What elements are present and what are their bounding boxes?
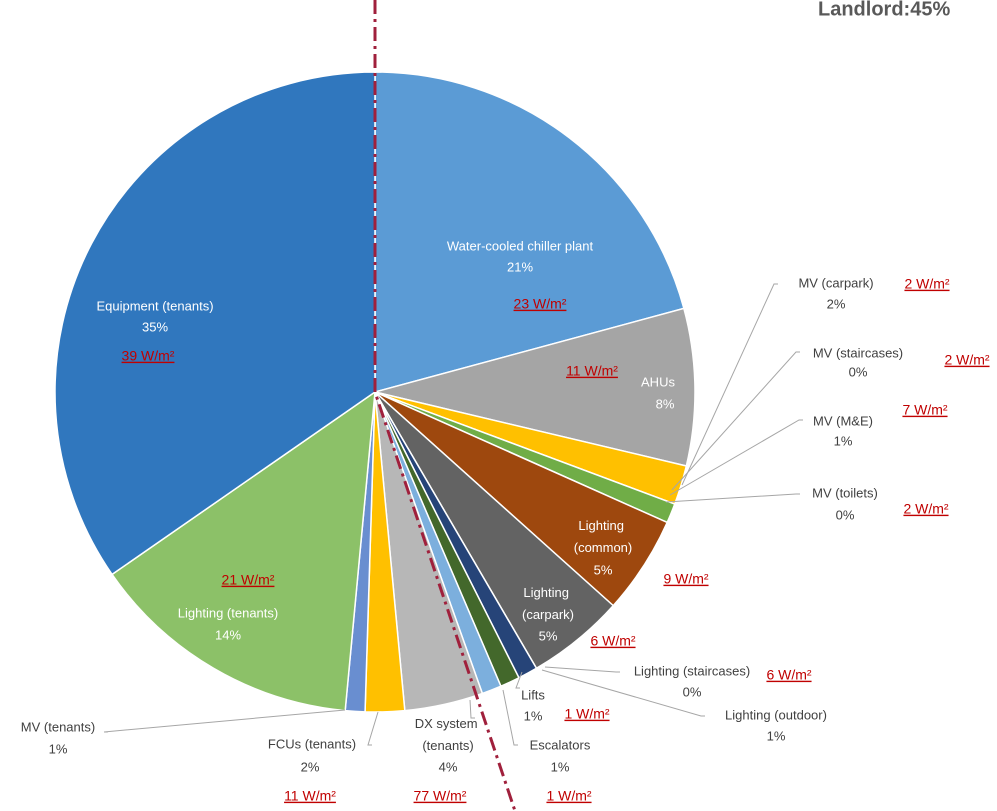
percent-label: 0%	[683, 684, 702, 699]
slice-label: Lighting (common)	[574, 518, 633, 555]
intensity-label: 11 W/m²	[566, 363, 618, 379]
slice-label: Equipment (tenants)	[96, 298, 213, 313]
pie	[54, 71, 696, 713]
percent-label: 1%	[834, 433, 853, 448]
slice-label: Lifts	[521, 687, 545, 702]
split-line	[373, 0, 517, 811]
percent-label: 14%	[215, 627, 241, 642]
labels: Water-cooled chiller plant 21% 23 W/m² AHUs…	[21, 238, 990, 803]
intensity-label: 6 W/m²	[590, 633, 635, 649]
label-line: (common)	[574, 540, 633, 555]
percent-label: 35%	[142, 319, 168, 334]
label-line: (carpark)	[522, 607, 574, 622]
slice-label: Lighting (staircases)	[634, 663, 750, 678]
percent-label: 4%	[439, 759, 458, 774]
label-line: Lighting	[523, 585, 572, 600]
slice-label: Water-cooled chiller plant	[447, 238, 594, 253]
leader-line	[671, 351, 800, 491]
pie-slice	[374, 71, 685, 393]
leader-line	[665, 493, 800, 503]
slice-label: Lighting (carpark)	[522, 585, 574, 622]
leader-line	[469, 699, 475, 719]
slice-label: Lighting (outdoor)	[725, 707, 827, 722]
percent-label: 1%	[49, 741, 68, 756]
slice-label: FCUs (tenants)	[268, 736, 356, 751]
intensity-label: 6 W/m²	[766, 667, 811, 683]
percent-label: 5%	[594, 562, 613, 577]
percent-label: 5%	[539, 628, 558, 643]
intensity-label: 2 W/m²	[903, 501, 948, 517]
percent-label: 1%	[767, 728, 786, 743]
slice-label: MV (carpark)	[798, 275, 873, 290]
percent-label: 0%	[849, 364, 868, 379]
leader-line	[544, 666, 620, 673]
pie-slice	[54, 71, 376, 576]
slice-label: MV (staircases)	[813, 345, 903, 360]
percent-label: 1%	[551, 759, 570, 774]
leader-line	[541, 669, 705, 717]
slice-label: DX system (tenants)	[415, 716, 481, 753]
intensity-label: 2 W/m²	[944, 352, 989, 368]
chart-title: Landlord:45%	[818, 0, 950, 20]
percent-label: 8%	[656, 396, 675, 411]
slice-label: MV (toilets)	[812, 485, 878, 500]
intensity-label: 2 W/m²	[904, 276, 949, 292]
leader-line	[669, 419, 803, 496]
label-line: (tenants)	[422, 738, 473, 753]
intensity-label: 77 W/m²	[414, 788, 467, 804]
pie-slice	[111, 390, 376, 712]
intensity-label: 21 W/m²	[222, 572, 275, 588]
slice-label: Lighting (tenants)	[178, 605, 278, 620]
slice-label: AHUs	[641, 374, 675, 389]
leader-line	[681, 283, 778, 486]
percent-label: 2%	[301, 759, 320, 774]
pie-slice	[374, 307, 696, 467]
percent-label: 2%	[827, 296, 846, 311]
leader-line	[502, 689, 518, 746]
percent-label: 1%	[524, 708, 543, 723]
label-line: Lighting	[578, 518, 627, 533]
leader-line	[515, 671, 523, 689]
intensity-label: 39 W/m²	[122, 348, 175, 364]
leader-line	[367, 711, 379, 746]
slice-label: Escalators	[530, 737, 591, 752]
intensity-label: 23 W/m²	[514, 296, 567, 312]
percent-label: 0%	[836, 507, 855, 522]
percent-label: 21%	[507, 259, 533, 274]
label-line: DX system	[415, 716, 481, 731]
slice-label: MV (tenants)	[21, 719, 95, 734]
intensity-label: 11 W/m²	[284, 788, 336, 804]
intensity-label: 7 W/m²	[902, 402, 947, 418]
intensity-label: 9 W/m²	[663, 571, 708, 587]
intensity-label: 1 W/m²	[546, 788, 591, 804]
slice-label: MV (M&E)	[813, 413, 873, 428]
leader-line	[103, 709, 346, 733]
intensity-label: 1 W/m²	[564, 706, 609, 722]
